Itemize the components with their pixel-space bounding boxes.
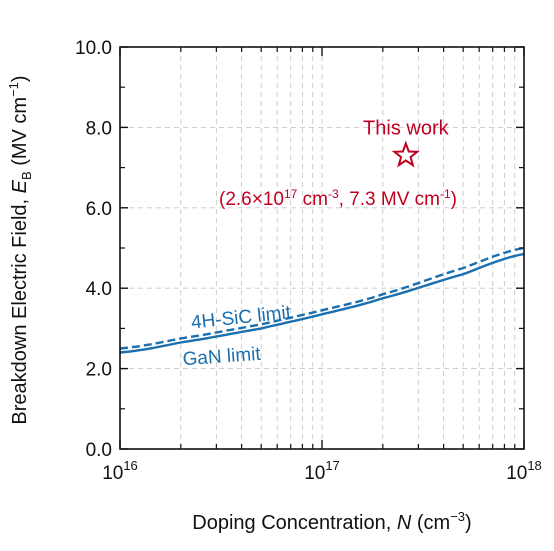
y-tick-label: 6.0: [86, 199, 112, 220]
y-tick-label: 10.0: [75, 38, 112, 59]
grid: [120, 47, 524, 449]
x-tick-label: 1016: [102, 458, 138, 484]
series-label-gan: GaN limit: [182, 344, 262, 370]
point-value-annotation: (2.6×1017 cm-3, 7.3 MV cm-1): [219, 187, 457, 210]
y-axis-title: Breakdown Electric Field, EB (MV cm−1): [6, 75, 34, 424]
series-line-gan: [119, 252, 525, 354]
data-layer: [119, 140, 525, 354]
y-tick-label: 8.0: [86, 118, 112, 139]
series-line-4h-sic: [119, 246, 525, 350]
x-tick-label: 1017: [304, 458, 340, 484]
x-tick-label: 1018: [506, 458, 542, 484]
point-label-this-work: This work: [363, 117, 450, 139]
y-tick-label: 4.0: [86, 279, 112, 300]
y-tick-label: 0.0: [86, 440, 112, 461]
axes: 1016 1017 1018 0.0 2.0 4.0 6.0 8.0 10.0: [75, 38, 542, 484]
x-axis-title: Doping Concentration, N (cm−3): [192, 509, 471, 534]
y-tick-label: 2.0: [86, 360, 112, 381]
data-point-this-work: [391, 140, 420, 168]
